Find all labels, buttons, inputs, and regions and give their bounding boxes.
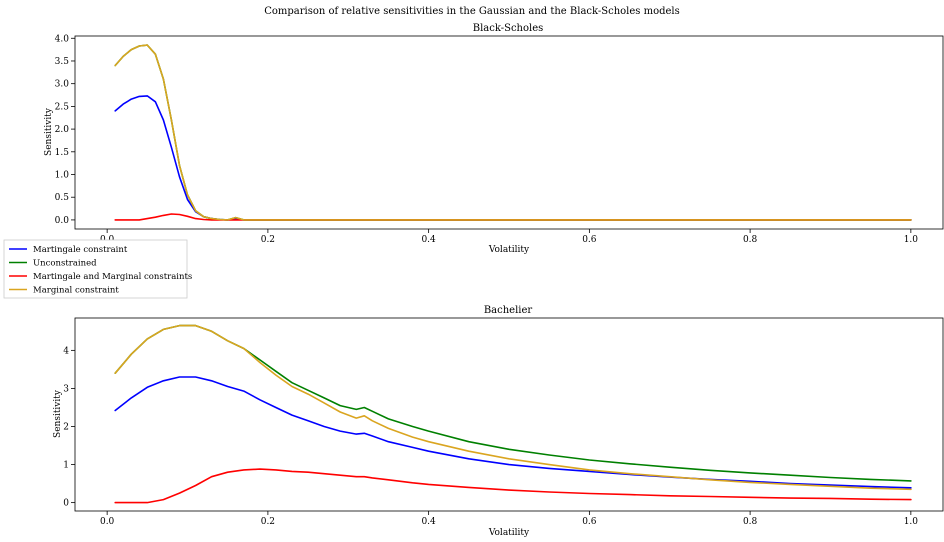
legend-label-martingale: Martingale constraint bbox=[33, 245, 128, 255]
bachelier-panel: Bachelier 0 1 2 3 4 0.0 0.2 0.4 0.6 0.8 1.0 Volat… bbox=[53, 305, 944, 538]
bachelier-xtick-label: 0.4 bbox=[421, 517, 436, 527]
black-scholes-line-unconstrained bbox=[114, 44, 912, 221]
bachelier-ytick-label: 0 bbox=[63, 499, 69, 509]
black-scholes-line-martingale bbox=[114, 95, 912, 221]
bachelier-ytick-label: 2 bbox=[63, 422, 69, 432]
black-scholes-ylabel: Sensitivity bbox=[44, 107, 54, 156]
black-scholes-title: Black-Scholes bbox=[473, 23, 544, 34]
black-scholes-xtick-label: 0.8 bbox=[743, 235, 758, 245]
bachelier-line-martingale-marginal bbox=[114, 468, 912, 504]
bachelier-ytick-label: 3 bbox=[63, 384, 69, 394]
black-scholes-ytick-label: 4.0 bbox=[55, 34, 70, 44]
bachelier-ytick-label: 4 bbox=[63, 346, 69, 356]
bachelier-xtick-label: 0.0 bbox=[100, 517, 115, 527]
black-scholes-xtick-label: 0.4 bbox=[421, 235, 436, 245]
bachelier-xtick-label: 0.8 bbox=[743, 517, 758, 527]
black-scholes-ytick-label: 0.0 bbox=[55, 216, 70, 226]
black-scholes-ytick-label: 3.0 bbox=[55, 80, 70, 90]
black-scholes-panel: Black-Scholes 0.0 0.5 1.0 1.5 2.0 2.5 3.0 3.5 4.… bbox=[44, 23, 944, 255]
black-scholes-ytick-label: 1.5 bbox=[55, 148, 70, 158]
bachelier-xtick-label: 1.0 bbox=[904, 517, 919, 527]
black-scholes-ytick-label: 2.5 bbox=[55, 102, 70, 112]
black-scholes-xtick-label: 0.2 bbox=[261, 235, 275, 245]
bachelier-title: Bachelier bbox=[484, 305, 533, 316]
black-scholes-ytick-label: 1.0 bbox=[55, 171, 70, 181]
bachelier-x-ticks: 0.0 0.2 0.4 0.6 0.8 1.0 bbox=[100, 511, 918, 527]
bachelier-line-marginal bbox=[114, 324, 912, 491]
black-scholes-lines bbox=[114, 44, 912, 221]
black-scholes-ytick-label: 0.5 bbox=[55, 193, 70, 203]
black-scholes-y-ticks: 0.0 0.5 1.0 1.5 2.0 2.5 3.0 3.5 4.0 bbox=[55, 34, 75, 226]
legend: Martingale constraint Unconstrained Mart… bbox=[3, 239, 192, 299]
bachelier-ytick-label: 1 bbox=[63, 461, 69, 471]
legend-label-marginal: Marginal constraint bbox=[33, 286, 119, 296]
figure-suptitle: Comparison of relative sensitivities in … bbox=[264, 6, 680, 17]
black-scholes-x-ticks: 0.00.20.40.60.81.0 bbox=[100, 229, 918, 245]
legend-label-martingale-marginal: Martingale and Marginal constraints bbox=[33, 272, 192, 282]
legend-label-unconstrained: Unconstrained bbox=[33, 259, 97, 269]
black-scholes-ytick-label: 3.5 bbox=[55, 57, 70, 67]
bachelier-xlabel: Volatility bbox=[488, 528, 530, 538]
black-scholes-line-marginal bbox=[114, 44, 912, 221]
black-scholes-plot-area bbox=[74, 35, 944, 230]
bachelier-y-ticks: 0 1 2 3 4 bbox=[63, 346, 75, 509]
legend-frame bbox=[3, 239, 188, 299]
bachelier-lines bbox=[114, 324, 912, 504]
bachelier-line-unconstrained bbox=[114, 324, 912, 482]
bachelier-xtick-label: 0.6 bbox=[582, 517, 597, 527]
bachelier-plot-area bbox=[74, 317, 944, 512]
black-scholes-xtick-label: 1.0 bbox=[904, 235, 919, 245]
black-scholes-xlabel: Volatility bbox=[488, 245, 530, 255]
black-scholes-ytick-label: 2.0 bbox=[55, 125, 70, 135]
bachelier-xtick-label: 0.2 bbox=[261, 517, 275, 527]
black-scholes-xtick-label: 0.6 bbox=[582, 235, 597, 245]
bachelier-ylabel: Sensitivity bbox=[53, 389, 63, 438]
